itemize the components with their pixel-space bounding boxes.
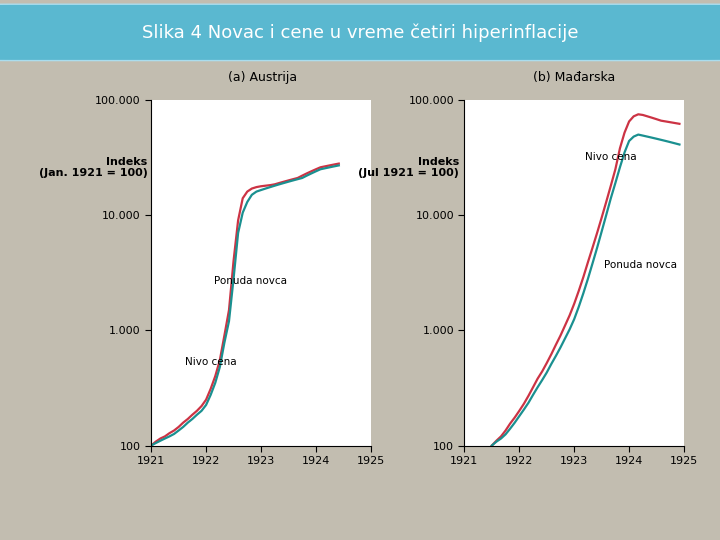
Text: Nivo cena: Nivo cena (185, 357, 237, 367)
Text: (b) Mađarska: (b) Mađarska (534, 71, 616, 84)
Text: Slika 4 Novac i cene u vreme četiri hiperinflacije: Slika 4 Novac i cene u vreme četiri hipe… (142, 23, 578, 42)
Text: Indeks
(Jul 1921 = 100): Indeks (Jul 1921 = 100) (359, 157, 459, 178)
Text: (a) Austrija: (a) Austrija (228, 71, 297, 84)
Text: Indeks
(Jan. 1921 = 100): Indeks (Jan. 1921 = 100) (39, 157, 148, 178)
Text: Ponuda novca: Ponuda novca (604, 260, 678, 269)
Text: Ponuda novca: Ponuda novca (215, 276, 287, 286)
FancyBboxPatch shape (0, 4, 720, 60)
Text: Nivo cena: Nivo cena (585, 152, 636, 162)
